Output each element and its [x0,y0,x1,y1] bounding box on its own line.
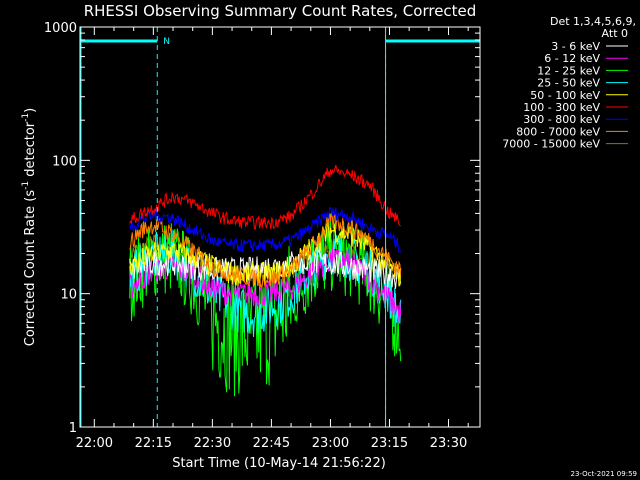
series-line-8 [129,212,402,288]
series-line-1 [129,249,402,289]
generation-timestamp: 23-Oct-2021 09:59 [571,470,637,478]
legend-label-6: 100 - 300 keV [523,101,600,114]
legend-label-7: 300 - 800 keV [523,113,600,126]
x-tick-label: 23:00 [312,436,349,451]
flags-layer: N [80,27,480,427]
series-line-7 [129,206,402,254]
axis-layer: 1 10 100 1000 22:00 22:15 22:30 22:45 23:00 23:15… [44,21,481,451]
series-layer [129,164,402,397]
flag-label: N [163,37,170,47]
legend-header-line-1: Det 1,3,4,5,6,9, [550,15,636,28]
legend-label-3: 12 - 25 keV [537,64,600,77]
y-tick-label: 1 [69,421,77,436]
y-tick-label: 10 [60,288,77,303]
x-tick-label: 23:15 [371,436,408,451]
y-tick-label: 1000 [44,21,77,36]
legend-label-1: 3 - 6 keV [551,40,600,53]
legend-label-9: 7000 - 15000 keV [502,138,600,151]
x-tick-label: 22:30 [194,436,231,451]
x-tick-label: 23:30 [430,436,467,451]
series-line-6 [129,164,401,230]
y-axis-label: Corrected Count Rate (s-1 detector-1) [21,108,38,346]
x-tick-label: 22:15 [135,436,172,451]
x-tick-label: 22:00 [76,436,113,451]
plot-frame [79,26,481,428]
y-tick-label: 100 [52,154,77,169]
legend-label-8: 800 - 7000 keV [516,125,600,138]
x-tick-label: 22:45 [253,436,290,451]
legend-label-4: 25 - 50 keV [537,77,600,90]
series-line-5 [129,221,402,287]
x-axis-label: Start Time (10-May-14 21:56:22) [172,456,386,471]
legend-label-2: 6 - 12 keV [544,52,600,65]
legend-header-line-2: Att 0 [602,27,628,40]
chart-title: RHESSI Observing Summary Count Rates, Co… [84,2,477,20]
legend-label-5: 50 - 100 keV [530,89,600,102]
